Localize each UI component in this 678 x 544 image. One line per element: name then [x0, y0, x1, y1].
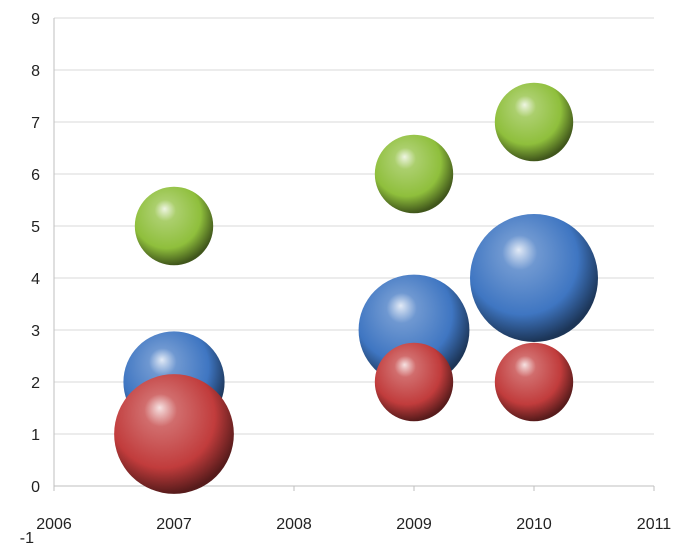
bubble-s2-p1 — [114, 374, 234, 494]
y-tick-label-5: 5 — [31, 219, 40, 236]
y-tick-label-3: 3 — [31, 323, 40, 340]
bubble-s1-p3 — [470, 214, 598, 342]
tick-labels: -1 0 1 2 3 4 5 6 7 8 9 2006 2007 2008 2009 2010 2011 — [20, 11, 672, 544]
y-tick-label-2: 2 — [31, 375, 40, 392]
x-tick-label-2006: 2006 — [36, 516, 72, 533]
bubble-s2-p2 — [374, 342, 454, 422]
x-tick-label-2011: 2011 — [637, 516, 672, 533]
y-tick-label-4: 4 — [31, 271, 40, 288]
x-tick-label-2010: 2010 — [516, 516, 552, 533]
bubble-series-3 — [134, 82, 574, 266]
bubble-s3-p2 — [374, 134, 454, 214]
bubble-s3-p1 — [134, 186, 214, 266]
y-tick-label-1: 1 — [31, 427, 40, 444]
y-tick-label-8: 8 — [31, 63, 40, 80]
bubble-s3-p3 — [494, 82, 574, 162]
x-tick-label-2008: 2008 — [276, 516, 312, 533]
bubble-series-2 — [114, 342, 574, 494]
y-tick-label--1: -1 — [20, 530, 34, 544]
x-tick-label-2007: 2007 — [156, 516, 192, 533]
bubble-s2-p3 — [494, 342, 574, 422]
y-tick-label-6: 6 — [31, 167, 40, 184]
y-tick-label-0: 0 — [31, 479, 40, 496]
y-tick-label-9: 9 — [31, 11, 40, 28]
x-tick-label-2009: 2009 — [396, 516, 432, 533]
bubble-series — [114, 82, 598, 494]
y-tick-label-7: 7 — [31, 115, 40, 132]
